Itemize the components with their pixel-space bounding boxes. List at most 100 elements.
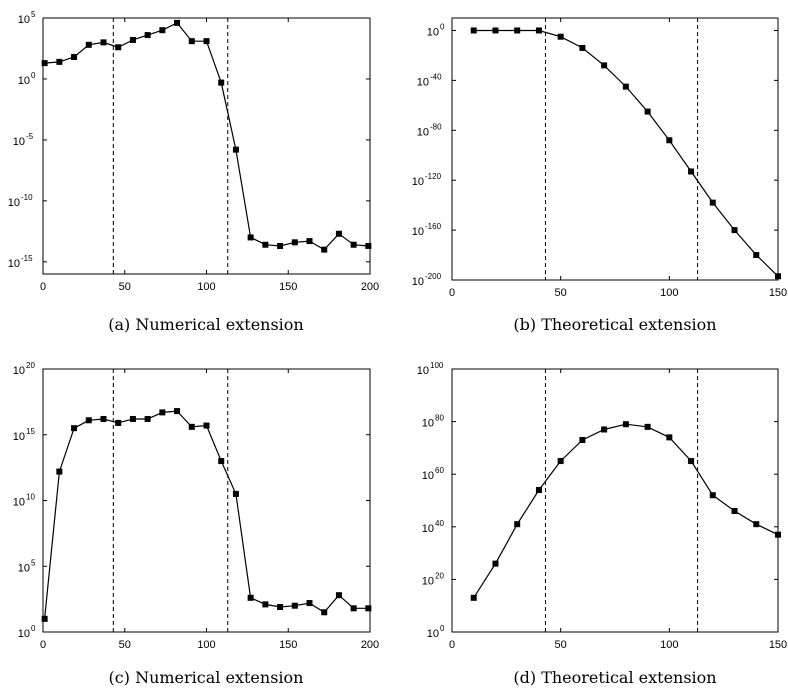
y-tick-label: 10 [18,14,30,26]
data-point [85,41,92,48]
data-point [601,62,608,69]
y-tick-exponent: 5 [31,10,36,19]
y-tick-exponent: -80 [430,122,442,131]
y-tick-exponent: 20 [435,571,444,580]
x-tick-label: 150 [279,639,297,651]
x-tick-label: 0 [449,639,455,651]
axes-frame [42,17,371,275]
data-point [115,419,122,426]
y-tick-label: 10 [18,562,30,574]
y-tick-label: 10 [422,575,434,587]
y-tick-exponent: -40 [430,72,442,81]
data-point [709,492,716,499]
data-point [622,421,629,428]
data-point [56,58,63,65]
x-tick-label: 100 [660,287,678,299]
data-point [306,600,313,607]
data-point [365,605,372,612]
panel-caption: (c) Numerical extension [109,668,304,687]
data-point [579,44,586,51]
data-point [535,486,542,493]
series-line [44,22,369,251]
data-point [174,19,181,26]
y-tick-label: 10 [8,197,20,209]
data-point [277,604,284,611]
y-tick-exponent: 5 [31,558,36,567]
y-tick-exponent: 100 [430,361,444,370]
data-point [470,27,477,34]
data-point [203,38,210,45]
data-point [115,44,122,51]
data-point [731,508,738,515]
y-tick-label: 10 [13,136,25,148]
data-point [622,83,629,90]
y-tick-label: 10 [13,365,25,377]
x-tick-label: 100 [197,281,215,293]
data-point [129,415,136,422]
data-point [218,79,225,86]
data-point [365,242,372,249]
panel-caption: (a) Numerical extension [108,315,303,334]
data-point [335,230,342,237]
data-point [492,27,499,34]
data-point [129,36,136,43]
axes-frame [42,368,371,633]
data-point [41,60,48,67]
y-tick-label: 10 [427,26,439,38]
y-tick-label: 10 [13,497,25,509]
data-point [188,423,195,430]
data-point [262,601,269,608]
data-point [262,241,269,248]
data-point [535,27,542,34]
data-point [56,468,63,475]
y-tick-exponent: 15 [26,427,35,436]
x-tick-label: 0 [40,281,46,293]
data-point [71,425,78,432]
data-point [232,490,239,497]
data-point [775,531,781,538]
data-point [321,246,328,253]
data-point [277,242,284,249]
y-tick-label: 10 [13,431,25,443]
x-tick-label: 200 [361,639,379,651]
data-point [188,38,195,45]
y-tick-exponent: 40 [435,519,444,528]
data-point [100,39,107,46]
data-point [41,615,48,622]
y-tick-label: 10 [412,176,424,188]
y-tick-label: 10 [417,126,429,138]
axes-frame [451,17,779,281]
x-tick-label: 50 [555,639,567,651]
data-point [688,458,695,465]
data-point [85,417,92,424]
series-line [473,29,779,277]
x-tick-label: 100 [660,639,678,651]
y-tick-label: 10 [412,226,424,238]
y-tick-exponent: -5 [26,132,34,141]
panel-caption: (b) Theoretical extension [513,315,716,334]
y-tick-label: 10 [417,365,429,377]
data-point [709,199,716,206]
data-point [753,252,760,259]
data-point [306,238,313,245]
y-tick-exponent: 0 [440,624,445,633]
data-point [514,521,521,528]
data-point [321,609,328,616]
y-tick-label: 10 [417,76,429,88]
x-tick-label: 100 [197,639,215,651]
data-point [335,592,342,599]
y-tick-exponent: -10 [21,193,33,202]
y-tick-exponent: 0 [31,624,36,633]
data-point [644,108,651,115]
data-point [731,227,738,234]
y-tick-exponent: 0 [440,22,445,31]
data-point [144,415,151,422]
x-tick-label: 150 [769,639,787,651]
y-tick-exponent: 20 [26,361,35,370]
data-point [291,239,298,246]
y-tick-exponent: 60 [435,466,444,475]
